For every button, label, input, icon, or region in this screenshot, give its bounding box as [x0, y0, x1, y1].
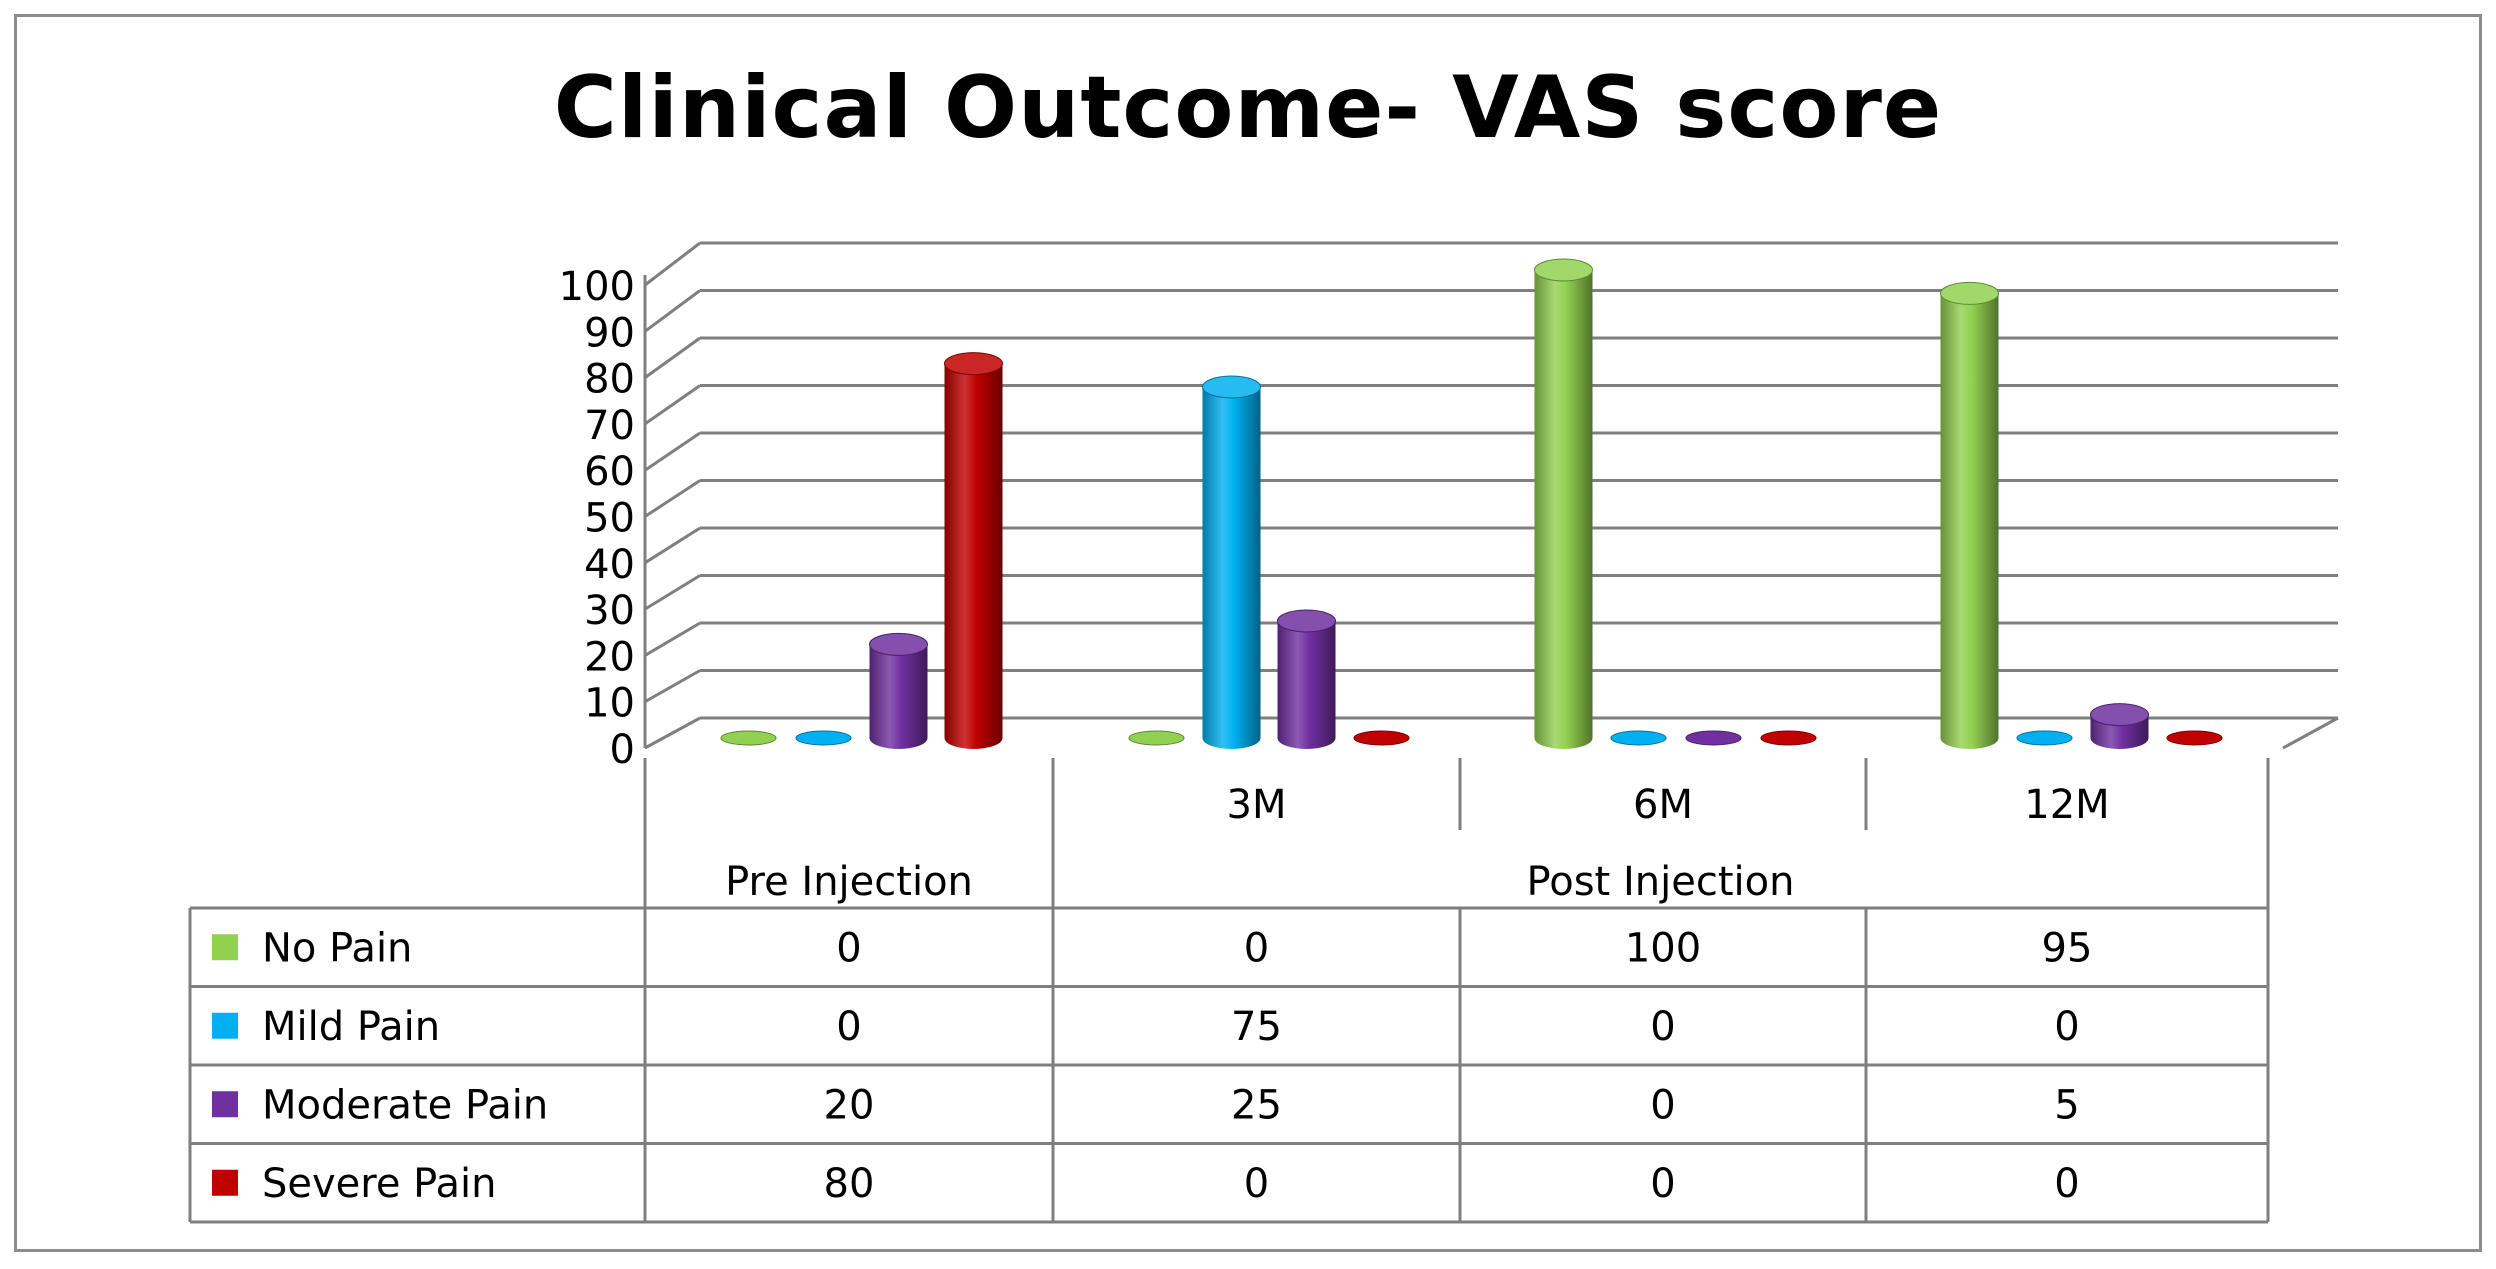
- bar-mild-pain-zero: [795, 730, 852, 746]
- data-label: 0: [836, 925, 861, 971]
- bar-top: [1534, 258, 1593, 282]
- legend-key-mild-pain: [212, 1012, 238, 1039]
- bar-top: [2090, 703, 2149, 727]
- legend-label: Severe Pain: [262, 1161, 496, 1207]
- gridline-side: [644, 526, 701, 565]
- data-label: 0: [1650, 1161, 1675, 1207]
- bar-top: [869, 632, 928, 656]
- data-label: 0: [836, 1004, 861, 1050]
- x-group-label: Post Injection: [1527, 859, 1795, 905]
- bar-top: [1940, 281, 1999, 305]
- gridline-side: [644, 669, 701, 704]
- bar-no-pain: [1534, 270, 1593, 749]
- bar-moderate-pain: [869, 644, 928, 749]
- data-label: 80: [824, 1161, 875, 1207]
- gridline-side: [644, 574, 701, 611]
- y-tick-label: 90: [584, 310, 635, 356]
- bar-mild-pain-zero: [2016, 730, 2073, 746]
- legend-key-severe-pain: [212, 1169, 238, 1196]
- data-label: 25: [1231, 1082, 1282, 1128]
- gridline-side: [644, 241, 701, 287]
- bar-moderate-pain: [1277, 621, 1336, 749]
- bar-no-pain-zero: [720, 730, 777, 746]
- data-label: 100: [1625, 925, 1701, 971]
- bar-severe-pain-zero: [1760, 730, 1817, 746]
- y-tick-label: 20: [584, 634, 635, 680]
- bar-moderate-pain-zero: [1685, 730, 1742, 746]
- floor-edge: [2282, 716, 2339, 750]
- bar-top: [944, 352, 1003, 376]
- y-tick-label: 60: [584, 449, 635, 495]
- y-tick-label: 0: [610, 727, 635, 773]
- y-tick-label: 30: [584, 588, 635, 634]
- y-tick-label: 40: [584, 542, 635, 588]
- x-tick-label: 6M: [1633, 782, 1693, 828]
- bar-top: [1202, 375, 1261, 399]
- chart-title: Clinical Outcome- VAS score: [553, 58, 1943, 158]
- data-label: 75: [1231, 1004, 1282, 1050]
- y-tick-label: 50: [584, 496, 635, 542]
- data-label: 5: [2054, 1082, 2079, 1128]
- bar-severe-pain: [944, 363, 1003, 749]
- data-label: 0: [2054, 1004, 2079, 1050]
- data-label: 0: [2054, 1161, 2079, 1207]
- bar-no-pain-zero: [1128, 730, 1185, 746]
- gridline-side: [644, 384, 701, 426]
- x-tick-label: 12M: [2024, 782, 2109, 828]
- data-label: 95: [2042, 925, 2093, 971]
- bar-no-pain: [1940, 293, 1999, 749]
- y-tick-label: 10: [584, 681, 635, 727]
- data-label: 0: [1244, 1161, 1269, 1207]
- legend-key-moderate-pain: [212, 1091, 238, 1118]
- bar-severe-pain-zero: [2166, 730, 2223, 746]
- gridline-side: [644, 479, 701, 518]
- legend-label: Mild Pain: [262, 1004, 440, 1050]
- y-tick-label: 70: [584, 403, 635, 449]
- gridline-side: [644, 431, 701, 472]
- legend-label: Moderate Pain: [262, 1082, 548, 1128]
- gridline-side: [644, 289, 701, 333]
- legend-key-no-pain: [212, 934, 238, 961]
- y-tick-label: 100: [559, 264, 635, 310]
- bar-severe-pain-zero: [1353, 730, 1410, 746]
- data-label: 0: [1650, 1004, 1675, 1050]
- data-label: 0: [1244, 925, 1269, 971]
- data-label: 0: [1650, 1082, 1675, 1128]
- data-label: 20: [824, 1082, 875, 1128]
- bar-top: [1277, 609, 1336, 633]
- bar-mild-pain: [1202, 387, 1261, 749]
- x-tick-label: 3M: [1227, 782, 1287, 828]
- gridline-side: [644, 621, 701, 657]
- legend-label: No Pain: [262, 925, 412, 971]
- bar-mild-pain-zero: [1610, 730, 1667, 746]
- y-tick-label: 80: [584, 357, 635, 403]
- gridline-side: [644, 336, 701, 379]
- gridline-side: [644, 716, 701, 750]
- x-group-label: Pre Injection: [725, 859, 973, 905]
